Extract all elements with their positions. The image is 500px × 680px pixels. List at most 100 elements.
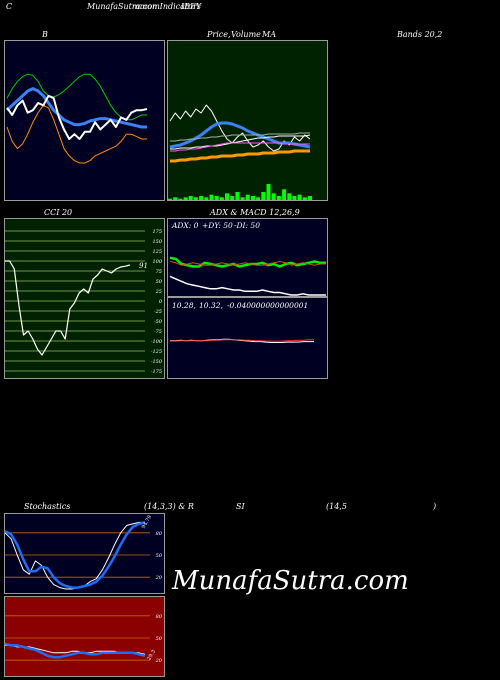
volume-bar [204, 197, 209, 200]
adx-chart [169, 256, 326, 296]
cci-tick-label: 25 [155, 289, 162, 295]
rsi-tick-label: 50 [156, 636, 163, 642]
volume-bar [271, 193, 276, 200]
volume-bar [178, 198, 183, 200]
bollinger-price-line [6, 94, 148, 140]
volume-bar [199, 196, 204, 200]
price-chart [168, 104, 312, 200]
volume-bar [308, 196, 312, 200]
cci-tick-label: -25 [154, 309, 162, 315]
adx-di-line [169, 256, 326, 268]
cci-tick-label: 125 [152, 249, 162, 255]
rsi-tick-label: 20 [155, 658, 163, 664]
cci-tick-label: 75 [156, 269, 162, 275]
cci-tick-label: 100 [152, 259, 162, 265]
rsi-params: (14,5 [326, 502, 347, 511]
bollinger-panel [4, 40, 165, 201]
volume-bar [188, 196, 193, 200]
volume-bar [282, 189, 287, 200]
volume-bar [193, 197, 198, 200]
mdi-value: -DI: 50 [234, 221, 260, 230]
bollinger-title: B [42, 30, 48, 39]
rsi-tick-label: 80 [156, 614, 163, 620]
volume-bar [240, 197, 245, 200]
macd-signal-line [170, 339, 314, 342]
stoch-d-line [4, 521, 146, 589]
volume-bar [235, 192, 240, 200]
cci-tick-label: -175 [151, 369, 162, 375]
cci-line [5, 260, 131, 356]
macd-panel: 10.28, 10.32, -0.040000000000001 [167, 297, 328, 379]
cci-chart: 175 150 125 100 75 50 25 0 -25 -50 -75 -100 -125 -150… [5, 229, 163, 375]
stoch-k-line [4, 521, 145, 590]
adx-value: ADX: 0 [172, 221, 199, 230]
cci-tick-label: -100 [151, 339, 163, 345]
cci-last-label: 91 [139, 262, 148, 270]
signal-value: 10.32, [199, 301, 223, 310]
price-panel [167, 40, 328, 201]
ma-title: MA [262, 30, 276, 39]
price-ma-magenta-line [170, 142, 310, 152]
bollinger-middle-line [5, 87, 147, 129]
volume-bar [183, 197, 188, 200]
header-common: mmon Indicators [132, 2, 201, 11]
stoch-tick-label: 20 [155, 575, 163, 581]
rsi-panel: 80 50 20 29.3 [4, 596, 165, 677]
watermark: MunafaSutra.com [172, 566, 409, 596]
volume-bar [287, 193, 292, 200]
cci-panel: 175 150 125 100 75 50 25 0 -25 -50 -75 -100 -125 -150… [4, 218, 165, 379]
volume-bar [245, 194, 250, 200]
pdi-value: +DY: 50 [202, 221, 233, 230]
volume-bar [266, 184, 271, 200]
hist-value: -0.040000000000001 [227, 301, 309, 310]
volume-bar [302, 197, 307, 200]
rsi-title: SI [236, 502, 245, 511]
volume-bar [219, 197, 224, 200]
stoch-last-label: 94.79 [141, 514, 153, 529]
volume-bar [276, 196, 281, 200]
cci-tick-label: 0 [159, 299, 163, 305]
price-ma-white-line [170, 134, 311, 150]
rsi-ma-line [4, 642, 146, 659]
cci-tick-label: -75 [154, 329, 162, 335]
macd-chart [170, 338, 314, 343]
volume-bar [173, 197, 178, 200]
volume-bar [251, 196, 255, 200]
close-paren: ) [433, 502, 437, 511]
cci-tick-label: -150 [151, 359, 163, 365]
cci-title: CCI 20 [44, 208, 73, 217]
cci-tick-label: 175 [152, 229, 162, 235]
stoch-chart: 80 50 20 94.79 [4, 514, 163, 590]
volume-bar [261, 192, 266, 200]
price-title: Price, [207, 30, 231, 39]
bands-title: Bands 20,2 [397, 30, 443, 39]
stoch-title: Stochastics [24, 502, 71, 511]
header-c: C [6, 2, 13, 11]
header-site: MunafaSutra.com [87, 2, 160, 11]
stoch-tick-label: 50 [156, 553, 163, 559]
cci-tick-label: -125 [151, 349, 162, 355]
header-symbol: IBEY [181, 2, 202, 11]
volume-bar [168, 198, 172, 200]
cci-tick-label: -50 [154, 319, 163, 325]
volume-bar [214, 196, 219, 200]
macd-value: 10.28, [172, 301, 196, 310]
volume-bar [292, 196, 297, 200]
cci-tick-label: 50 [156, 279, 163, 285]
stoch-panel: 80 50 20 94.79 [4, 513, 165, 594]
volume-title: Volume [231, 30, 261, 39]
adx-di-line [169, 261, 326, 266]
volume-bar [225, 193, 229, 200]
bollinger-chart [5, 73, 148, 164]
stoch-params: (14,3,3) & R [144, 502, 194, 511]
volume-bar [230, 196, 235, 200]
volume-bar [209, 194, 214, 200]
price-ma-orange-line [170, 149, 310, 163]
adx-adx-line [169, 275, 326, 296]
cci-tick-label: 150 [152, 239, 162, 245]
rsi-last-label: 29.3 [146, 649, 157, 662]
volume-bar [297, 194, 302, 200]
stoch-tick-label: 80 [156, 531, 163, 537]
volume-bar [256, 197, 261, 200]
